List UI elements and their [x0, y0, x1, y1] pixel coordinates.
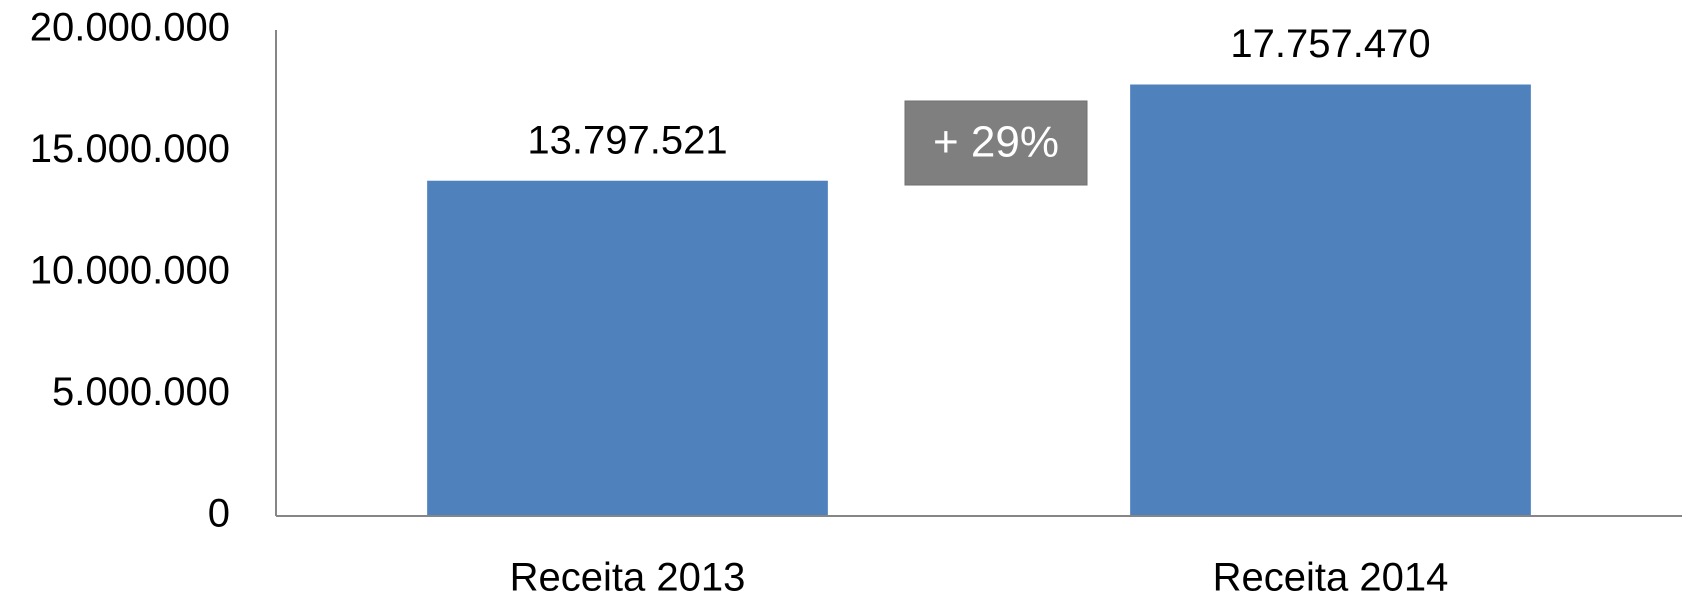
- growth-callout-box: [904, 100, 1088, 186]
- category-labels: Receita 2013 Receita 2014: [510, 556, 1449, 596]
- bars: [427, 84, 1531, 517]
- bar: [1130, 84, 1531, 517]
- y-tick-label: 20.000.000: [30, 6, 230, 50]
- growth-callout: + 29%: [904, 100, 1088, 186]
- y-tick-label: 10.000.000: [30, 249, 230, 293]
- y-tick-label: 0: [208, 492, 230, 536]
- y-axis-ticks: 0 5.000.000 10.000.000 15.000.000 20.000.000: [30, 6, 230, 536]
- bar-data-label: 13.797.521: [527, 118, 727, 162]
- growth-callout-text: + 29%: [933, 118, 1059, 167]
- category-label: Receita 2013: [510, 556, 746, 596]
- y-tick-label: 15.000.000: [30, 127, 230, 171]
- data-labels: 13.797.521 17.757.470: [527, 22, 1430, 162]
- bar-data-label: 17.757.470: [1230, 22, 1430, 66]
- category-label: Receita 2014: [1213, 556, 1449, 596]
- bar: [427, 180, 828, 516]
- y-tick-label: 5.000.000: [52, 370, 230, 414]
